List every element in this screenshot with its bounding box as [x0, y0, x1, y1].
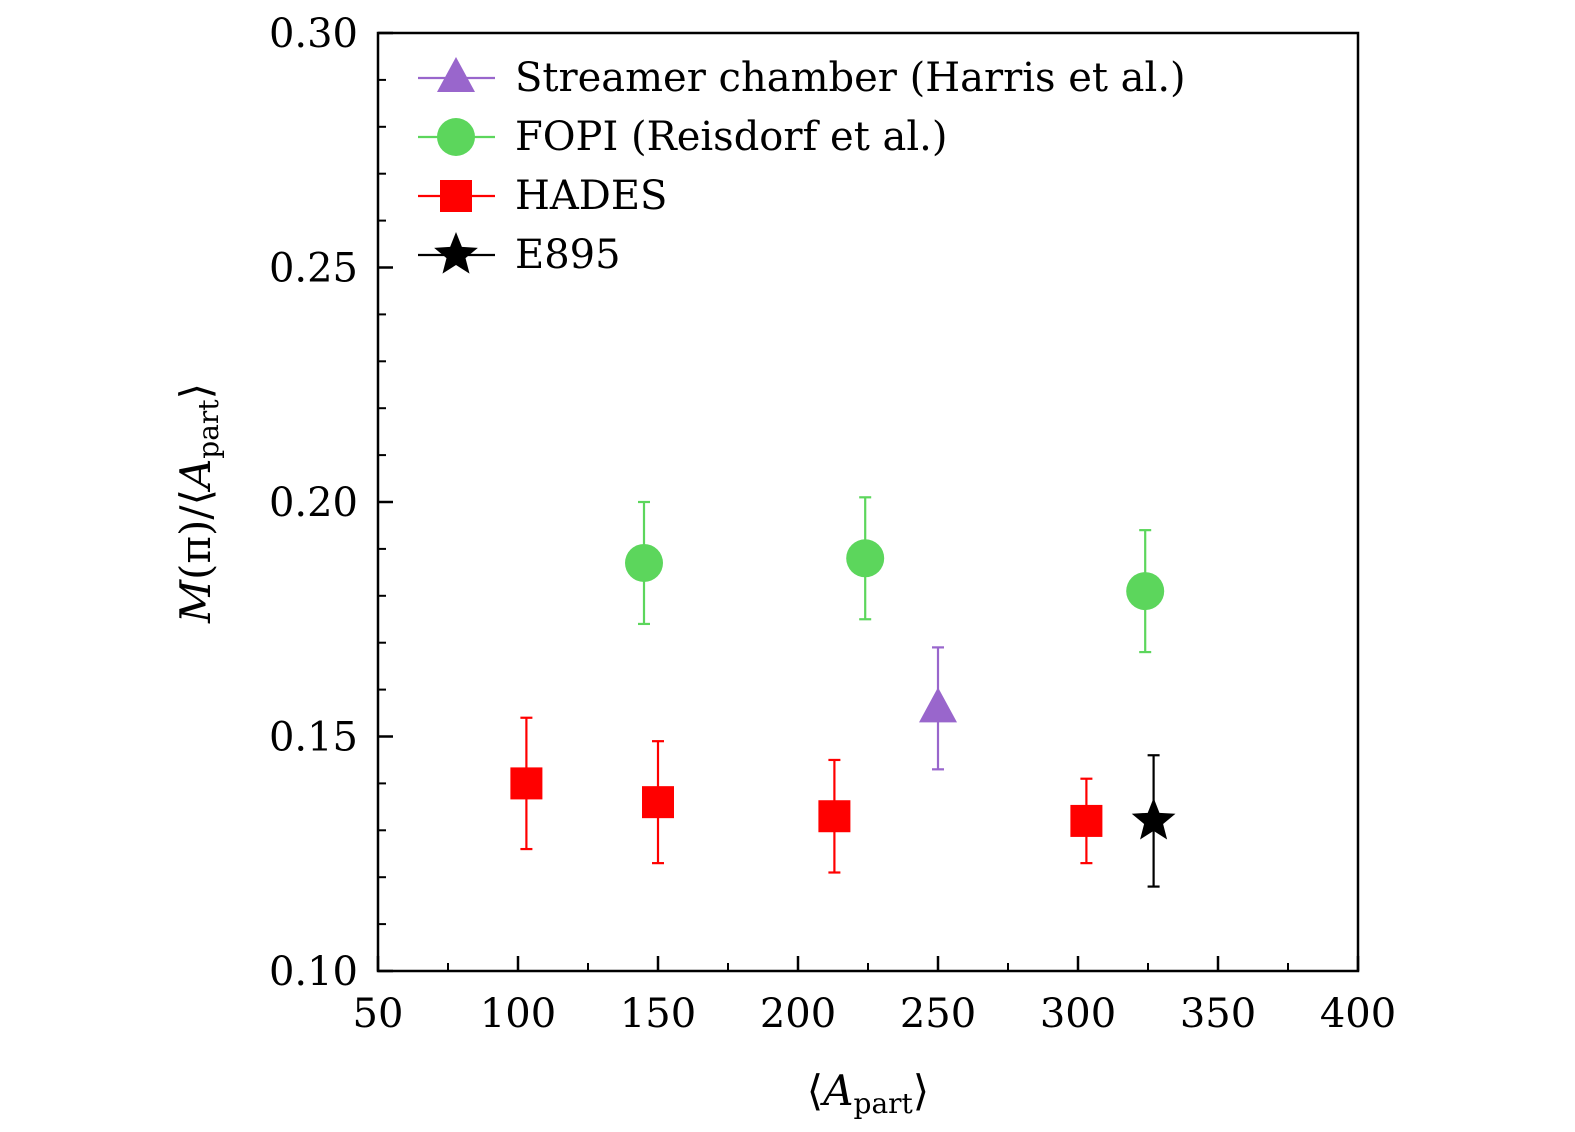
x-tick-label: 200 — [760, 991, 836, 1037]
legend-entry: Streamer chamber (Harris et al.) — [418, 55, 1186, 101]
x-tick-label: 250 — [900, 991, 976, 1037]
legend-marker — [434, 232, 478, 274]
x-axis-ticks: 50 100 150 200 250 300 350 400 — [353, 956, 1396, 1037]
y-axis-title: M(π)/⟨Apart⟩ — [171, 383, 225, 624]
series-square — [510, 716, 1103, 874]
series-circle — [625, 496, 1165, 654]
data-series — [510, 496, 1176, 888]
x-tick-label: 50 — [353, 991, 404, 1037]
x-tick-label: 400 — [1320, 991, 1396, 1037]
data-point — [846, 539, 885, 578]
y-tick-label: 0.20 — [269, 480, 358, 526]
legend-label: HADES — [515, 173, 667, 219]
series-triangle — [919, 646, 957, 771]
legend-entry: E895 — [418, 232, 621, 278]
data-point — [919, 687, 957, 723]
data-point — [625, 543, 663, 582]
x-axis-title: ⟨Apart⟩ — [807, 1066, 929, 1120]
data-point — [818, 800, 851, 833]
legend: Streamer chamber (Harris et al.) FOPI (Re… — [418, 55, 1186, 278]
legend-label: E895 — [515, 232, 621, 278]
data-point — [1131, 797, 1176, 840]
data-point — [510, 767, 543, 800]
x-tick-label: 150 — [620, 991, 696, 1037]
y-tick-label: 0.15 — [269, 715, 358, 761]
y-tick-label: 0.30 — [269, 11, 358, 57]
legend-marker — [437, 57, 475, 92]
y-axis-ticks: 0.10 0.15 0.20 0.25 0.30 — [269, 11, 393, 995]
data-point — [1070, 804, 1103, 837]
series-star — [1131, 754, 1176, 888]
y-tick-label: 0.10 — [269, 949, 358, 995]
legend-entry: FOPI (Reisdorf et al.) — [418, 114, 947, 160]
legend-marker — [437, 118, 475, 156]
minor-ticks — [378, 78, 1289, 971]
x-tick-label: 300 — [1040, 991, 1116, 1037]
x-tick-label: 100 — [480, 991, 556, 1037]
data-point — [642, 786, 674, 819]
legend-label: Streamer chamber (Harris et al.) — [515, 55, 1186, 101]
legend-marker — [440, 180, 472, 212]
y-tick-label: 0.25 — [269, 246, 358, 292]
x-tick-label: 350 — [1180, 991, 1256, 1037]
data-point — [1126, 572, 1165, 611]
legend-entry: HADES — [418, 173, 667, 219]
legend-label: FOPI (Reisdorf et al.) — [515, 114, 947, 160]
